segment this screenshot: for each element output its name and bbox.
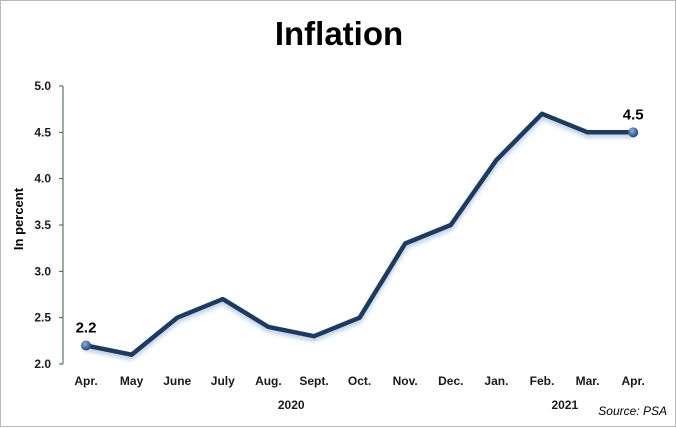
source-note: Source: PSA [598,404,667,418]
y-tick-label: 2.5 [34,311,51,325]
x-tick-label: June [163,374,191,388]
y-tick-label: 4.5 [34,125,51,139]
series-inflation [81,111,639,357]
y-tick-label: 4.0 [34,172,51,186]
y-tick-label: 2.0 [34,357,51,371]
data-point-marker [628,127,639,138]
x-tick-label: Oct. [348,374,371,388]
x-tick-label: July [211,374,235,388]
x-tick-label: Feb. [530,374,555,388]
y-axis: 2.0 2.5 3.0 3.5 4.0 4.5 5.0 [34,79,64,371]
data-point-marker [81,340,91,351]
x-tick-label: Apr. [74,374,97,388]
x-tick-label: Jan. [484,374,508,388]
year-label: 2021 [551,398,578,412]
x-tick-label: Nov. [393,374,418,388]
data-label: 2.2 [76,319,97,336]
x-tick-label: Dec. [438,374,463,388]
x-tick-label: Sept. [299,374,328,388]
chart-title: Inflation [275,15,403,52]
x-tick-label: Apr. [622,374,645,388]
y-axis-label: In percent [11,187,26,250]
x-axis: Apr. May June July Aug. Sept. Oct. Nov. Dec. Jan.… [74,374,645,412]
year-label: 2020 [278,398,305,412]
x-tick-label: Aug. [255,374,282,388]
y-tick-label: 5.0 [34,79,51,93]
x-tick-label: Mar. [576,374,600,388]
x-tick-label: May [120,374,144,388]
data-label: 4.5 [623,106,644,123]
series-line [83,111,636,357]
y-tick-label: 3.0 [34,264,51,278]
y-tick-label: 3.5 [34,218,51,232]
data-labels: 2.2 4.5 [76,106,644,336]
